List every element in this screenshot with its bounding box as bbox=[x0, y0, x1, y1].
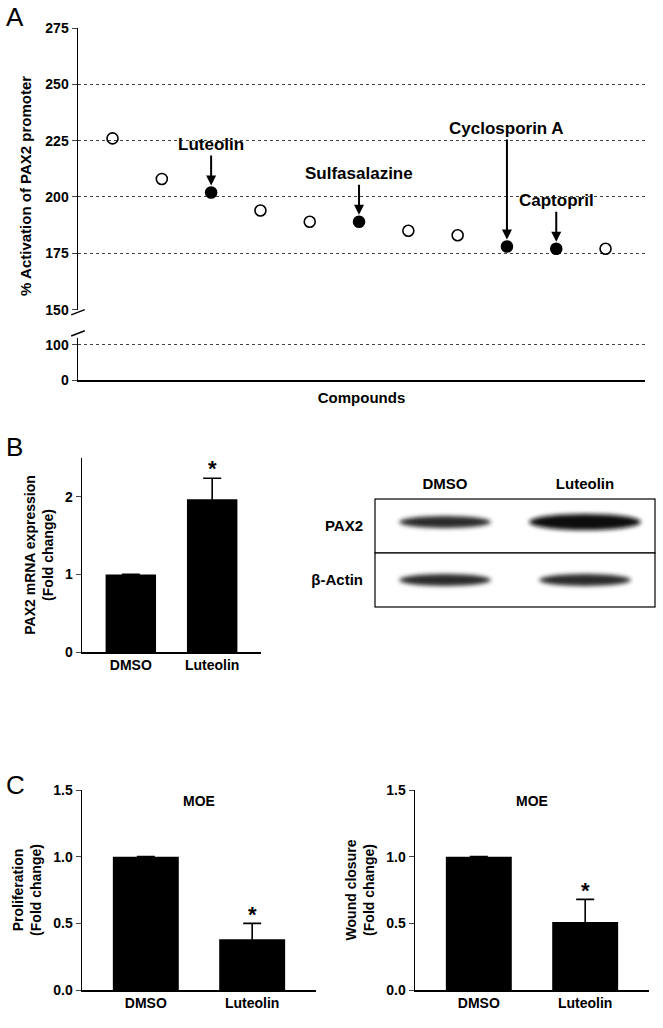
svg-text:MOE: MOE bbox=[183, 793, 215, 809]
svg-text:275: 275 bbox=[45, 20, 69, 36]
svg-text:PAX2: PAX2 bbox=[325, 517, 363, 534]
svg-text:225: 225 bbox=[45, 133, 69, 149]
svg-text:0: 0 bbox=[65, 644, 73, 660]
html-text:C: C bbox=[6, 770, 25, 800]
html-text:A: A bbox=[6, 2, 24, 32]
svg-text:*: * bbox=[581, 878, 590, 903]
svg-text:175: 175 bbox=[45, 245, 69, 261]
svg-text:1: 1 bbox=[65, 566, 73, 582]
svg-text:Wound closure(Fold change): Wound closure(Fold change) bbox=[343, 839, 377, 940]
svg-text:PAX2 mRNA expression(Fold chan: PAX2 mRNA expression(Fold change) bbox=[22, 475, 56, 635]
svg-text:Luteolin: Luteolin bbox=[225, 995, 279, 1011]
svg-text:0.0: 0.0 bbox=[53, 982, 73, 998]
svg-text:Cyclosporin A: Cyclosporin A bbox=[449, 119, 564, 138]
svg-text:Compounds: Compounds bbox=[318, 389, 406, 406]
svg-text:0: 0 bbox=[61, 372, 69, 388]
svg-text:0.5: 0.5 bbox=[386, 915, 406, 931]
svg-text:200: 200 bbox=[45, 189, 69, 205]
svg-text:0.0: 0.0 bbox=[386, 982, 406, 998]
svg-text:DMSO: DMSO bbox=[458, 995, 500, 1011]
svg-text:1.5: 1.5 bbox=[386, 782, 406, 798]
svg-text:1.5: 1.5 bbox=[53, 782, 73, 798]
svg-text:DMSO: DMSO bbox=[423, 475, 468, 492]
svg-text:150: 150 bbox=[45, 302, 69, 318]
svg-text:DMSO: DMSO bbox=[125, 995, 167, 1011]
svg-text:Sulfasalazine: Sulfasalazine bbox=[305, 164, 413, 183]
svg-text:β-Actin: β-Actin bbox=[311, 571, 363, 588]
svg-text:Captopril: Captopril bbox=[519, 191, 594, 210]
html-text:B: B bbox=[6, 432, 24, 462]
svg-text:Luteolin: Luteolin bbox=[185, 657, 239, 673]
svg-text:Luteolin: Luteolin bbox=[178, 135, 244, 154]
svg-text:100: 100 bbox=[45, 337, 69, 353]
svg-text:Luteolin: Luteolin bbox=[558, 995, 612, 1011]
svg-text:2: 2 bbox=[65, 489, 73, 505]
svg-text:MOE: MOE bbox=[516, 793, 548, 809]
svg-text:1.0: 1.0 bbox=[53, 849, 73, 865]
svg-text:*: * bbox=[208, 456, 217, 481]
svg-text:% Activation of PAX2 promoter: % Activation of PAX2 promoter bbox=[17, 76, 34, 296]
svg-text:250: 250 bbox=[45, 76, 69, 92]
svg-text:1.0: 1.0 bbox=[386, 849, 406, 865]
svg-text:*: * bbox=[248, 902, 257, 927]
svg-text:Proliferation(Fold change): Proliferation(Fold change) bbox=[10, 844, 44, 936]
svg-text:0.5: 0.5 bbox=[53, 915, 73, 931]
svg-text:Luteolin: Luteolin bbox=[556, 475, 614, 492]
svg-text:DMSO: DMSO bbox=[110, 657, 152, 673]
